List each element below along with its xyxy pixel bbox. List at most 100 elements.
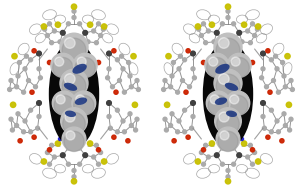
Circle shape [47, 162, 51, 166]
Circle shape [83, 153, 88, 158]
Circle shape [218, 38, 229, 48]
Circle shape [207, 155, 210, 159]
Circle shape [66, 131, 75, 140]
Circle shape [16, 112, 20, 116]
Circle shape [183, 130, 187, 134]
Circle shape [220, 131, 229, 140]
Circle shape [237, 153, 241, 157]
Circle shape [176, 130, 180, 134]
Circle shape [38, 76, 42, 80]
Circle shape [107, 52, 111, 55]
Circle shape [60, 153, 65, 158]
Circle shape [197, 27, 201, 31]
Circle shape [107, 67, 111, 71]
Circle shape [288, 128, 291, 132]
Circle shape [9, 117, 13, 121]
Circle shape [55, 141, 61, 146]
Circle shape [201, 22, 205, 26]
Circle shape [55, 22, 61, 27]
Circle shape [284, 85, 288, 89]
Circle shape [255, 27, 259, 31]
Circle shape [166, 53, 171, 59]
Circle shape [53, 57, 73, 78]
Circle shape [178, 54, 182, 58]
Circle shape [218, 131, 238, 152]
Circle shape [18, 60, 21, 64]
Circle shape [132, 102, 137, 108]
Circle shape [9, 79, 13, 82]
Circle shape [282, 74, 286, 78]
Circle shape [126, 139, 130, 143]
Circle shape [276, 130, 280, 134]
Circle shape [83, 153, 87, 157]
Circle shape [47, 148, 52, 152]
Circle shape [86, 40, 90, 44]
Ellipse shape [75, 98, 87, 105]
Ellipse shape [49, 40, 99, 148]
Circle shape [37, 101, 41, 105]
Circle shape [226, 91, 250, 115]
Circle shape [209, 22, 214, 27]
Circle shape [162, 88, 165, 91]
Circle shape [226, 169, 230, 172]
Circle shape [115, 108, 119, 112]
Circle shape [53, 29, 56, 33]
Circle shape [186, 135, 190, 139]
Circle shape [107, 51, 111, 56]
Circle shape [14, 124, 18, 127]
Circle shape [53, 155, 56, 159]
Circle shape [201, 162, 205, 166]
Circle shape [137, 88, 140, 91]
Circle shape [61, 153, 65, 157]
Circle shape [62, 127, 86, 151]
Circle shape [216, 127, 240, 151]
Circle shape [55, 57, 64, 66]
Circle shape [78, 22, 82, 26]
Circle shape [220, 38, 224, 42]
Circle shape [130, 124, 133, 127]
Circle shape [78, 162, 82, 166]
Circle shape [205, 53, 229, 77]
Circle shape [14, 85, 18, 89]
Circle shape [83, 30, 88, 35]
Circle shape [208, 95, 228, 115]
Circle shape [195, 159, 201, 164]
Circle shape [66, 162, 70, 166]
Circle shape [249, 143, 252, 147]
Circle shape [216, 38, 240, 62]
Circle shape [64, 131, 84, 152]
Ellipse shape [65, 111, 76, 117]
Circle shape [37, 52, 41, 55]
Circle shape [246, 29, 249, 33]
Circle shape [62, 74, 86, 98]
Circle shape [240, 137, 243, 141]
Circle shape [112, 135, 116, 139]
Circle shape [172, 60, 175, 64]
Circle shape [83, 31, 87, 35]
Circle shape [12, 53, 17, 59]
Circle shape [218, 74, 229, 84]
Circle shape [201, 60, 206, 65]
Circle shape [266, 49, 270, 53]
Circle shape [188, 85, 191, 89]
Circle shape [289, 79, 293, 82]
Circle shape [183, 108, 187, 112]
Circle shape [77, 57, 86, 66]
Circle shape [232, 162, 236, 166]
Circle shape [128, 112, 132, 116]
Circle shape [241, 141, 247, 146]
Circle shape [72, 15, 76, 19]
Circle shape [8, 88, 11, 91]
Circle shape [195, 24, 201, 29]
Circle shape [99, 151, 103, 154]
Circle shape [66, 22, 70, 26]
Circle shape [63, 112, 85, 135]
Circle shape [37, 51, 41, 56]
Circle shape [204, 41, 207, 45]
Circle shape [45, 33, 49, 37]
Circle shape [170, 112, 174, 116]
Circle shape [163, 117, 167, 121]
Circle shape [276, 90, 280, 94]
Circle shape [27, 79, 31, 82]
Circle shape [78, 38, 82, 42]
